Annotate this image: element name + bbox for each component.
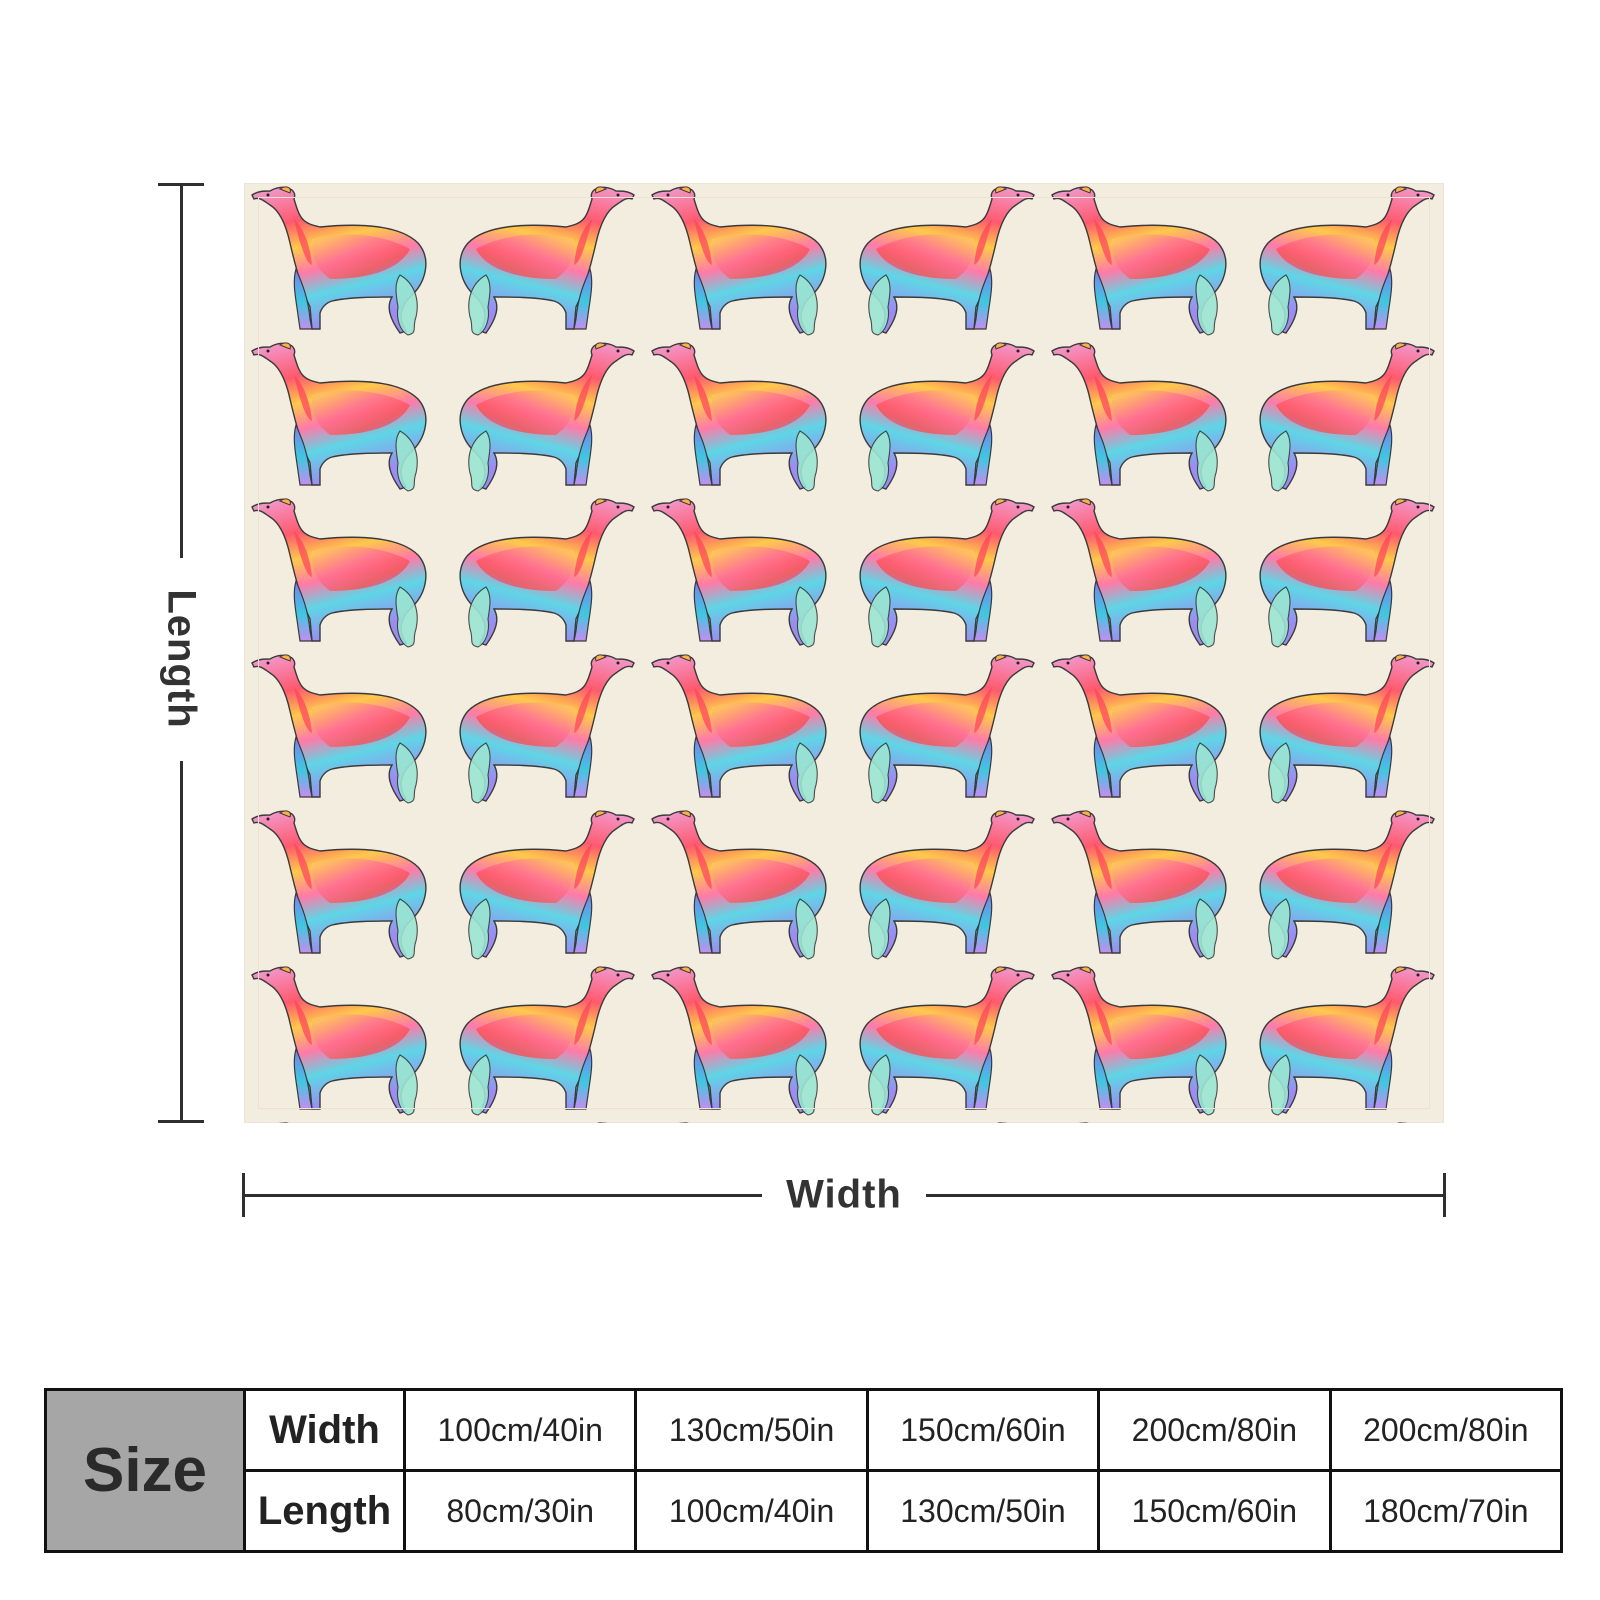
greyhound-motif bbox=[1259, 498, 1435, 648]
greyhound-motif bbox=[459, 810, 635, 960]
length-cell: 180cm/70in bbox=[1328, 1469, 1564, 1553]
length-cell: 80cm/30in bbox=[402, 1469, 638, 1553]
width-cell: 100cm/40in bbox=[402, 1388, 638, 1472]
greyhound-motif bbox=[1051, 654, 1227, 804]
greyhound-motif bbox=[459, 342, 635, 492]
greyhound-motif bbox=[1259, 810, 1435, 960]
width-cell: 150cm/60in bbox=[865, 1388, 1101, 1472]
greyhound-motif bbox=[859, 654, 1035, 804]
greyhound-motif bbox=[459, 186, 635, 336]
greyhound-motif bbox=[651, 498, 827, 648]
length-cell: 100cm/40in bbox=[634, 1469, 869, 1553]
width-cell: 130cm/50in bbox=[634, 1388, 869, 1472]
width-line-right bbox=[926, 1194, 1446, 1197]
greyhound-motif bbox=[859, 810, 1035, 960]
greyhound-motif bbox=[1051, 966, 1227, 1116]
greyhound-motif bbox=[1051, 186, 1227, 336]
length-row-heading: Length bbox=[243, 1469, 406, 1553]
greyhound-motif bbox=[251, 186, 427, 336]
length-line-upper bbox=[180, 183, 183, 558]
width-line-left bbox=[242, 1194, 762, 1197]
greyhound-motif bbox=[1051, 342, 1227, 492]
width-dimension-marker: Width bbox=[242, 1170, 1446, 1220]
greyhound-motif bbox=[1259, 654, 1435, 804]
width-right-tick bbox=[1443, 1173, 1446, 1217]
greyhound-motif bbox=[859, 342, 1035, 492]
greyhound-pattern bbox=[251, 186, 1435, 1123]
greyhound-motif bbox=[1259, 342, 1435, 492]
length-cell: 130cm/50in bbox=[865, 1469, 1101, 1553]
greyhound-motif bbox=[859, 186, 1035, 336]
greyhound-motif bbox=[859, 498, 1035, 648]
greyhound-motif bbox=[459, 654, 635, 804]
width-row-heading: Width bbox=[243, 1388, 406, 1472]
greyhound-motif bbox=[1051, 810, 1227, 960]
size-chart-table: Size Width 100cm/40in 130cm/50in 150cm/6… bbox=[44, 1388, 1564, 1553]
length-dimension-marker: Length bbox=[150, 183, 210, 1123]
greyhound-motif bbox=[459, 498, 635, 648]
greyhound-motif bbox=[251, 654, 427, 804]
greyhound-motif bbox=[251, 966, 427, 1116]
size-row-width: Size Width 100cm/40in 130cm/50in 150cm/6… bbox=[44, 1388, 1564, 1553]
greyhound-motif bbox=[1259, 966, 1435, 1116]
greyhound-motif bbox=[459, 966, 635, 1116]
greyhound-motif bbox=[1051, 498, 1227, 648]
greyhound-motif bbox=[251, 342, 427, 492]
greyhound-motif bbox=[651, 654, 827, 804]
blanket-product-image bbox=[244, 183, 1444, 1123]
size-heading: Size bbox=[44, 1388, 246, 1553]
width-label: Width bbox=[786, 1172, 902, 1217]
greyhound-motif bbox=[651, 186, 827, 336]
width-cell: 200cm/80in bbox=[1328, 1388, 1564, 1472]
greyhound-motif bbox=[251, 498, 427, 648]
length-line-lower bbox=[180, 761, 183, 1123]
greyhound-motif bbox=[651, 810, 827, 960]
length-label: Length bbox=[159, 589, 204, 729]
greyhound-motif bbox=[651, 966, 827, 1116]
length-cell: 150cm/60in bbox=[1097, 1469, 1332, 1553]
greyhound-motif bbox=[651, 342, 827, 492]
size-row-length: Length 80cm/30in 100cm/40in 130cm/50in 1… bbox=[46, 1469, 1564, 1553]
greyhound-motif bbox=[859, 966, 1035, 1116]
greyhound-motif bbox=[251, 810, 427, 960]
width-cell: 200cm/80in bbox=[1097, 1388, 1332, 1472]
greyhound-motif bbox=[1259, 186, 1435, 336]
length-bottom-tick bbox=[158, 1120, 204, 1123]
